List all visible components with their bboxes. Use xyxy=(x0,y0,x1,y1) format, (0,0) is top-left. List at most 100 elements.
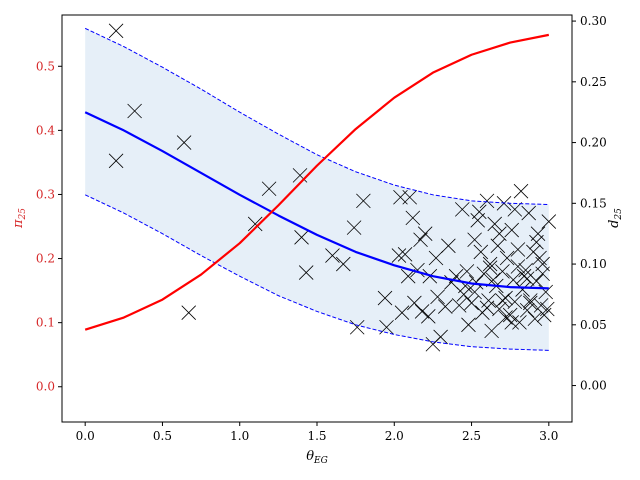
scatter-point xyxy=(539,301,555,317)
scatter-point xyxy=(444,275,459,290)
scatter-point xyxy=(470,213,486,228)
scatter-point xyxy=(507,294,523,310)
y-right-tick-label: 0.25 xyxy=(580,75,607,89)
scatter-point xyxy=(492,226,507,241)
x-tick-label: 1.5 xyxy=(307,429,326,443)
scatter-point xyxy=(487,216,503,232)
scatter-point xyxy=(391,248,407,263)
x-tick-label: 0.5 xyxy=(153,429,172,443)
y-left-tick-label: 0.4 xyxy=(36,123,55,137)
y-left-axis-label: π25 xyxy=(11,208,28,229)
scatter-point xyxy=(482,256,498,272)
scatter-point xyxy=(108,23,124,39)
x-tick-label: 2.0 xyxy=(385,429,404,443)
scatter-point xyxy=(430,289,445,305)
scatter-point xyxy=(451,298,467,313)
scatter-point xyxy=(495,293,510,308)
scatter-point xyxy=(414,304,430,319)
scatter-point xyxy=(454,202,470,217)
y-right-tick-label: 0.10 xyxy=(580,257,607,271)
plot-frame xyxy=(61,14,573,423)
scatter-point xyxy=(498,310,513,325)
y-left-tick-label: 0.3 xyxy=(36,187,55,201)
scatter-point xyxy=(413,232,428,248)
confidence-band-layer xyxy=(85,28,549,351)
scatter-point xyxy=(428,250,444,266)
scatter-point xyxy=(433,329,448,345)
scatter-point xyxy=(498,290,513,306)
scatter-point xyxy=(530,226,546,241)
scatter-point xyxy=(516,268,532,284)
scatter-point xyxy=(512,315,527,330)
scatter-point xyxy=(325,248,340,263)
scatter-point xyxy=(181,305,197,320)
scatter-point xyxy=(510,242,526,257)
scatter-point xyxy=(417,226,433,241)
scatter-point xyxy=(335,256,351,272)
lower-bound-dashed-line xyxy=(84,194,549,351)
scatter-point xyxy=(377,290,393,306)
scatter-point xyxy=(513,183,529,199)
y-right-tick-label: 0.05 xyxy=(580,318,607,332)
scatter-point xyxy=(504,315,520,330)
scatter-point xyxy=(521,205,537,221)
scatter-point xyxy=(519,302,535,318)
scatter-point xyxy=(176,135,192,150)
scatter-point xyxy=(519,271,535,286)
x-tick-label: 3.0 xyxy=(539,429,558,443)
scatter-point xyxy=(482,260,498,275)
y-left-tick-label: 0.5 xyxy=(36,59,55,73)
x-axis-label: θEG xyxy=(306,449,328,466)
scatter-point xyxy=(507,202,523,217)
scatter-point xyxy=(261,181,277,197)
scatter-point xyxy=(532,250,547,266)
scatter-point xyxy=(535,266,550,282)
scatter-point xyxy=(459,264,475,279)
y-right-tick-label: 0.20 xyxy=(580,136,607,150)
y-left-tick-label: 0.2 xyxy=(36,252,55,266)
pi25-line xyxy=(84,33,550,331)
scatter-point xyxy=(461,317,476,333)
scatter-point xyxy=(292,168,308,183)
scatter-point xyxy=(515,282,530,297)
scatter-point xyxy=(484,323,499,339)
scatter-point xyxy=(467,232,482,248)
scatter-point xyxy=(456,287,472,302)
scatter-point xyxy=(346,220,362,235)
scatter-point xyxy=(294,230,309,245)
scatter-point xyxy=(541,214,557,229)
scatter-point xyxy=(522,293,538,308)
scatter-point xyxy=(407,295,422,311)
y-left-tick-label: 0.1 xyxy=(36,316,55,330)
scatter-point xyxy=(495,264,510,279)
x-tick-label: 0.0 xyxy=(76,429,95,443)
scatter-point xyxy=(467,284,482,300)
tick-layer: 0.0 0.5 1.0 1.5 2.0 2.5 3.0 0.0 0.1 0.2 0.3 0.4 0.5 0… xyxy=(36,14,607,443)
scatter-point xyxy=(529,234,544,250)
scatter-point xyxy=(529,273,544,289)
scatter-point xyxy=(437,299,453,314)
x-tick-label: 1.0 xyxy=(230,429,249,443)
scatter-point xyxy=(127,103,142,119)
scatter-point xyxy=(410,262,425,278)
scatter-point xyxy=(490,238,506,254)
x-tick-label: 2.5 xyxy=(462,429,481,443)
scatter-point xyxy=(527,311,543,327)
scatter-point xyxy=(402,189,418,205)
y-right-tick-label: 0.15 xyxy=(580,196,607,210)
scatter-point xyxy=(471,204,487,220)
y-right-tick-label: 0.00 xyxy=(580,379,607,393)
uncertainty-band xyxy=(85,28,549,351)
d25-mean-line xyxy=(84,111,549,290)
y-right-tick-label: 0.30 xyxy=(580,14,607,28)
scatter-point xyxy=(479,300,495,316)
scatter-point xyxy=(499,250,515,266)
scatter-point xyxy=(356,193,371,209)
scatter-point xyxy=(397,247,413,262)
scatter-point xyxy=(298,265,314,280)
upper-bound-dashed-line xyxy=(84,27,549,206)
scatter-point xyxy=(504,222,520,238)
scatter-point xyxy=(492,301,507,317)
scatter-point xyxy=(441,238,456,254)
